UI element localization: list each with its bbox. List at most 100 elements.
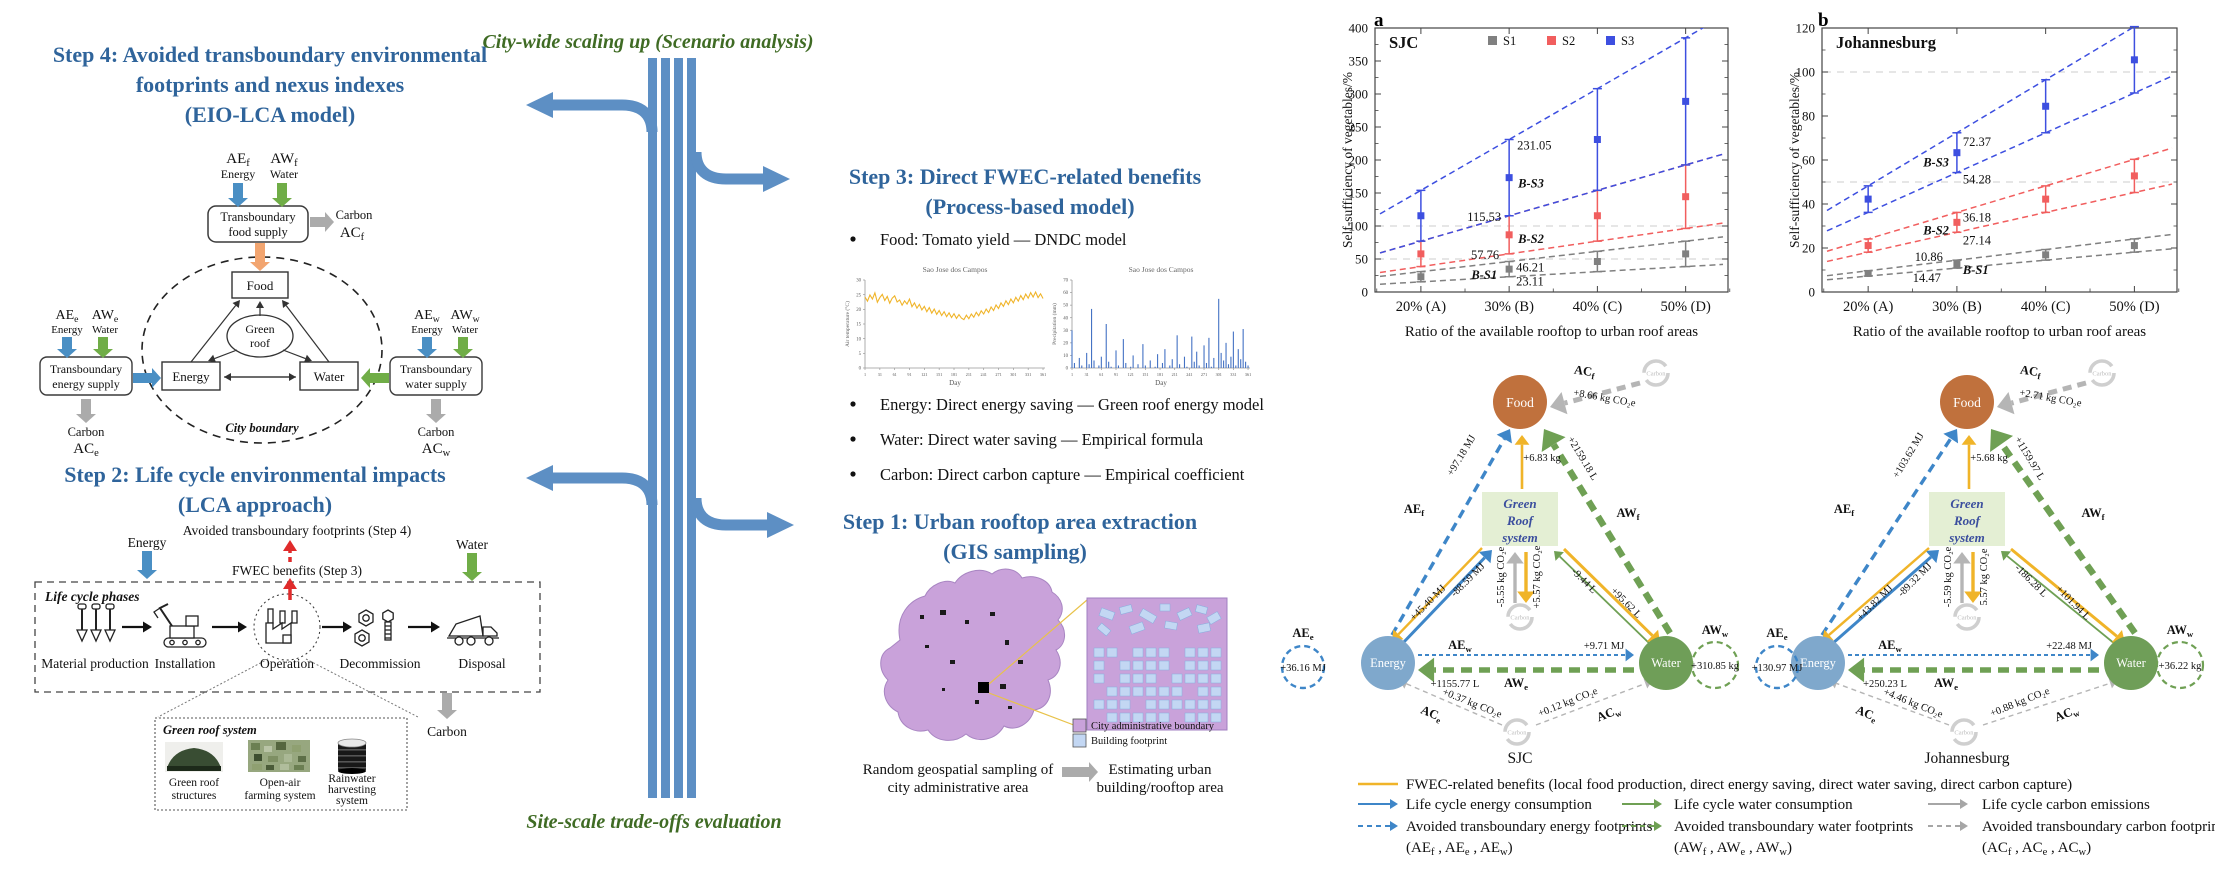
- network-legend: FWEC-related benefits (local food produc…: [1358, 777, 2215, 858]
- x-category-label: 20% (A): [1843, 299, 1894, 315]
- block-arrow: [417, 337, 437, 358]
- city-wide-scaling-title: City-wide scaling up (Scenario analysis): [482, 31, 813, 53]
- x-tick-label: 331: [1025, 372, 1031, 377]
- precipitation-bar: [1220, 352, 1222, 368]
- y-tick-label: 120: [1796, 21, 1816, 36]
- water-box-label: Water: [314, 369, 345, 384]
- precipitation-bar: [1137, 364, 1139, 368]
- data-point: [1505, 265, 1513, 273]
- water-node: [2104, 636, 2158, 690]
- annotation: B-S2: [1517, 232, 1544, 246]
- x-tick-label: 211: [1172, 372, 1178, 377]
- precipitation-bar: [1125, 362, 1127, 368]
- edge-line: [214, 349, 238, 360]
- water-node-label: Water: [1651, 656, 1681, 670]
- energy-node-label: Energy: [1370, 656, 1407, 670]
- building-footprint: [1119, 660, 1131, 671]
- x-tick-label: 31: [878, 372, 882, 377]
- precipitation-bar: [1081, 365, 1083, 368]
- y-tick-label: 40: [1063, 316, 1068, 321]
- edge-label-ac_f: ACf: [2019, 363, 2042, 382]
- edge-label-gr_c_down: +5.57 kg CO₂e: [1532, 545, 1543, 608]
- green-roof-text: Green: [1503, 496, 1536, 511]
- edge-ac_w: [1535, 682, 1646, 726]
- x-category-label: 40% (C): [1573, 299, 1623, 315]
- x-tick-label: 361: [1040, 372, 1046, 377]
- food-supply-line1: Transboundary: [220, 210, 296, 224]
- edge-label-gr_c_up: -5.55 kg CO₂e: [1496, 546, 1507, 607]
- precipitation-bar: [1154, 366, 1156, 368]
- x-tick-label: 1: [864, 372, 866, 377]
- precipitation-bar: [1091, 308, 1093, 368]
- arrowhead: [143, 621, 152, 633]
- building-footprint: [1197, 686, 1209, 697]
- arrowhead: [1390, 821, 1398, 831]
- step4-title-line2: footprints and nexus indexes: [136, 72, 405, 97]
- y-tick-label: 250: [1349, 120, 1369, 135]
- building-footprint: [1210, 647, 1222, 658]
- decommission-nuts-bolts-icon: [354, 609, 394, 647]
- precipitation-bar: [1205, 362, 1208, 368]
- arrowhead: [1554, 551, 1564, 561]
- edge-e_gr: [1831, 555, 1933, 646]
- scatter-chart-sjc: 0 50 100 150 200 250 300 350 400 20% (A) 30% (B) 40…: [1340, 21, 1731, 340]
- branch-arrowheads: [526, 92, 794, 538]
- x-tick-label: 271: [1201, 372, 1207, 377]
- y-tick-label: 5: [859, 352, 862, 357]
- arrowhead: [283, 578, 297, 589]
- building-footprint: [1197, 660, 1209, 671]
- precipitation-bar: [1132, 355, 1134, 368]
- annotation: 46.21: [1516, 261, 1544, 275]
- y-tick-label: 400: [1349, 21, 1369, 36]
- legend-building-footprint: Building footprint: [1091, 736, 1167, 747]
- precipitation-bar: [1110, 366, 1112, 368]
- aw-w-value: +310.85 kg: [1691, 661, 1740, 672]
- precipitation-bar: [1161, 362, 1164, 368]
- block-arrow: [93, 337, 113, 358]
- material-production-icon: [75, 603, 117, 643]
- food-node-label: Food: [1506, 395, 1534, 410]
- y-tick-label: 300: [1349, 87, 1369, 102]
- food-node: [1493, 375, 1547, 429]
- arrowhead: [1960, 799, 1968, 809]
- data-point: [2130, 56, 2138, 64]
- edge-label-ae_w: +22.48 MJ: [2046, 641, 2092, 652]
- y-tick-label: 60: [1802, 153, 1815, 168]
- arrowhead: [232, 300, 240, 308]
- precipitation-bar: [1115, 350, 1117, 368]
- x-tick-label: 331: [1230, 372, 1236, 377]
- city-label: Johannesburg: [1925, 750, 2010, 767]
- caption-green-roof-2: structures: [172, 790, 217, 802]
- edge-label-ae_w: +9.71 MJ: [1584, 641, 1624, 652]
- scatter-chart-johannesburg: 0 20 40 60 80 100 120 20% (A) 30% (B) 40% (C) 50% …: [1787, 21, 2180, 340]
- precipitation-bar: [1078, 357, 1080, 368]
- aww-symbol: AWw: [450, 308, 480, 325]
- y-tick-label: 100: [1796, 65, 1816, 80]
- bullet-dot: [850, 436, 856, 442]
- building-footprint: [1106, 686, 1118, 697]
- arrowhead: [1506, 552, 1524, 564]
- edge-w_gr: [2006, 555, 2116, 645]
- energy-node: [1361, 636, 1415, 690]
- block-arrow: [437, 693, 457, 719]
- x-tick-label: 1: [1071, 372, 1073, 377]
- y-tick-label: 20: [1063, 341, 1068, 346]
- data-point: [2042, 102, 2050, 110]
- precipitation-bar: [1157, 354, 1159, 368]
- building-footprint: [1158, 660, 1170, 671]
- block-arrow: [310, 212, 334, 232]
- building-footprint: [1093, 660, 1105, 671]
- city-label: SJC: [1508, 750, 1533, 767]
- nexus-arrows: [122, 300, 440, 633]
- funnel-line-right: [305, 658, 419, 718]
- aw-w-symbol: AWw: [2167, 623, 2194, 639]
- energy-node: [1791, 636, 1845, 690]
- green-roof-text: Roof: [1506, 513, 1535, 528]
- food-node-label: Food: [1953, 395, 1981, 410]
- carbon-node: [1953, 603, 1981, 631]
- energy-self-loop: [1754, 644, 1800, 690]
- precipitation-bar: [1232, 331, 1234, 368]
- open-air-farming-thumbnail: [248, 740, 310, 772]
- legend-marker: [1547, 36, 1556, 45]
- water-label: Water: [452, 324, 478, 336]
